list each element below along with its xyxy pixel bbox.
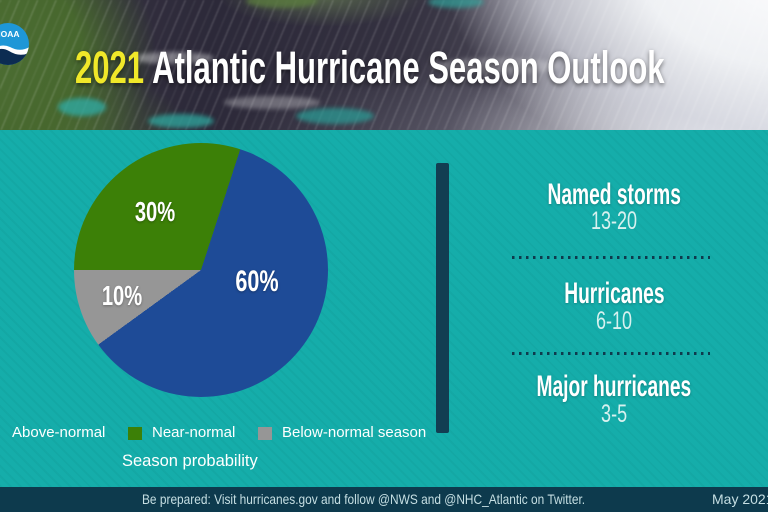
title-year: 2021	[75, 42, 145, 93]
noaa-logo-text: NOAA	[0, 29, 20, 39]
pie-label-near-normal: 30%	[134, 196, 176, 227]
footer-message: Be prepared: Visit hurricanes.gov and fo…	[142, 491, 586, 507]
stat-value-hurricanes: 6-10	[595, 307, 633, 335]
page-title: 2021 Atlantic Hurricane Season Outlook	[75, 45, 768, 91]
stat-label-hurricanes: Hurricanes	[563, 277, 665, 310]
cloud-patch	[132, 52, 214, 64]
legend-swatch-below-normal	[258, 427, 272, 440]
cloud-patch	[224, 96, 320, 109]
cloud-patch	[430, 58, 560, 74]
legend-label-near-normal: Near-normal	[152, 424, 236, 441]
footer-bar: Be prepared: Visit hurricanes.gov and fo…	[0, 487, 768, 512]
shallow-water-patch	[148, 114, 214, 128]
stat-label-named-storms: Named storms	[547, 178, 681, 211]
legend-swatch-near-normal	[128, 427, 142, 440]
legend-label-below-normal: Below-normal season	[282, 424, 427, 441]
cloud-streaks	[0, 0, 768, 130]
satellite-image-background	[0, 0, 768, 130]
shallow-water-patch	[428, 0, 484, 8]
stat-value-major-hurricanes: 3-5	[600, 400, 628, 428]
chart-title: Season probability	[122, 452, 258, 470]
shallow-water-patch	[296, 108, 374, 124]
dotted-separator	[512, 256, 710, 259]
pie-label-below-normal: 10%	[101, 280, 143, 311]
legend-label-above-normal: Above-normal	[12, 424, 106, 441]
stat-value-named-storms: 13-20	[590, 207, 638, 235]
season-probability-pie-chart: 30% 10% 60%	[74, 143, 328, 397]
land-patch	[246, 0, 318, 8]
shallow-water-patch	[58, 98, 106, 116]
vertical-divider	[436, 163, 449, 433]
title-text: Atlantic Hurricane Season Outlook	[152, 42, 665, 93]
noaa-logo: NOAA	[0, 23, 29, 65]
pie-label-above-normal: 60%	[235, 265, 279, 298]
footer-date: May 2021	[712, 491, 768, 507]
dotted-separator	[512, 352, 710, 355]
stat-label-major-hurricanes: Major hurricanes	[536, 370, 692, 403]
